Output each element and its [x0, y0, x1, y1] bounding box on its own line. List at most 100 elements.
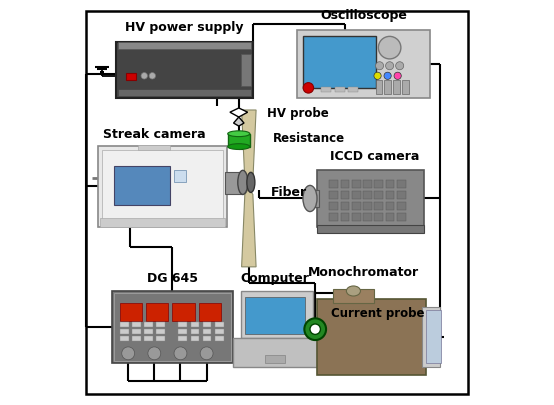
Bar	[386, 191, 394, 199]
Polygon shape	[242, 110, 256, 188]
Bar	[386, 180, 394, 188]
Bar	[114, 293, 231, 361]
Bar	[397, 202, 406, 210]
Bar	[120, 336, 129, 341]
Circle shape	[149, 72, 156, 79]
Bar	[178, 329, 187, 334]
Text: Streak camera: Streak camera	[103, 128, 206, 141]
Bar	[132, 322, 141, 327]
Bar	[352, 191, 361, 199]
Circle shape	[378, 36, 401, 59]
Text: HV power supply: HV power supply	[125, 21, 244, 34]
Bar	[375, 180, 383, 188]
Polygon shape	[234, 117, 244, 126]
Bar	[402, 80, 408, 94]
Text: Oscilloscope: Oscilloscope	[320, 9, 407, 22]
Bar	[146, 303, 168, 321]
Circle shape	[374, 72, 381, 79]
Text: DG 645: DG 645	[147, 273, 198, 286]
Bar	[144, 336, 153, 341]
Bar	[317, 299, 426, 375]
Bar	[144, 322, 153, 327]
Bar	[329, 191, 338, 199]
Bar	[156, 322, 165, 327]
Bar	[393, 80, 399, 94]
Circle shape	[174, 347, 187, 360]
Bar	[334, 289, 373, 303]
Bar	[317, 226, 424, 232]
Bar	[233, 338, 319, 367]
Bar	[118, 89, 251, 96]
Bar	[335, 87, 345, 92]
Bar	[98, 146, 227, 227]
Bar	[178, 322, 187, 327]
Bar	[422, 307, 440, 367]
Bar	[175, 170, 186, 182]
Bar	[228, 134, 250, 147]
Bar	[191, 329, 199, 334]
Bar	[132, 329, 141, 334]
Circle shape	[148, 347, 161, 360]
Bar	[198, 303, 220, 321]
Bar	[297, 30, 430, 98]
Bar	[329, 213, 338, 221]
Text: ICCD camera: ICCD camera	[330, 150, 419, 163]
Bar	[341, 191, 350, 199]
Bar	[225, 172, 243, 194]
Ellipse shape	[228, 131, 250, 136]
Polygon shape	[242, 188, 256, 267]
Bar	[138, 145, 171, 150]
Bar	[178, 336, 187, 341]
Text: Computer: Computer	[240, 273, 310, 286]
Bar	[241, 291, 313, 338]
Bar	[352, 202, 361, 210]
Ellipse shape	[238, 171, 248, 194]
Bar	[341, 180, 350, 188]
Bar	[241, 54, 251, 86]
Bar	[348, 87, 358, 92]
Bar	[397, 180, 406, 188]
Circle shape	[200, 347, 213, 360]
Bar	[375, 191, 383, 199]
Bar	[363, 213, 372, 221]
Bar	[120, 303, 142, 321]
Bar	[341, 213, 350, 221]
Bar	[156, 336, 165, 341]
Bar	[363, 191, 372, 199]
Bar	[118, 43, 251, 49]
Bar	[120, 322, 129, 327]
Bar	[307, 190, 319, 207]
Ellipse shape	[247, 173, 255, 192]
Bar	[363, 180, 372, 188]
Bar	[397, 213, 406, 221]
Circle shape	[303, 83, 314, 93]
Bar	[341, 202, 350, 210]
Bar	[214, 322, 223, 327]
Circle shape	[122, 347, 135, 360]
Bar	[245, 297, 305, 335]
Circle shape	[396, 62, 404, 70]
Bar	[376, 80, 382, 94]
Circle shape	[394, 72, 401, 79]
Bar	[132, 336, 141, 341]
Bar	[203, 336, 212, 341]
Bar	[120, 329, 129, 334]
Bar	[102, 150, 223, 223]
Bar	[203, 322, 212, 327]
Bar	[214, 329, 223, 334]
Text: Monochromator: Monochromator	[308, 266, 419, 279]
Bar	[426, 310, 441, 363]
Bar	[397, 191, 406, 199]
Ellipse shape	[346, 286, 361, 296]
Bar	[112, 291, 233, 363]
Circle shape	[310, 324, 320, 335]
Circle shape	[386, 62, 394, 70]
Bar	[352, 180, 361, 188]
Bar	[265, 354, 285, 363]
Text: Fiber: Fiber	[271, 186, 307, 199]
Bar	[384, 80, 391, 94]
Bar	[329, 180, 338, 188]
Ellipse shape	[303, 185, 317, 211]
Bar	[156, 329, 165, 334]
Circle shape	[304, 318, 326, 340]
